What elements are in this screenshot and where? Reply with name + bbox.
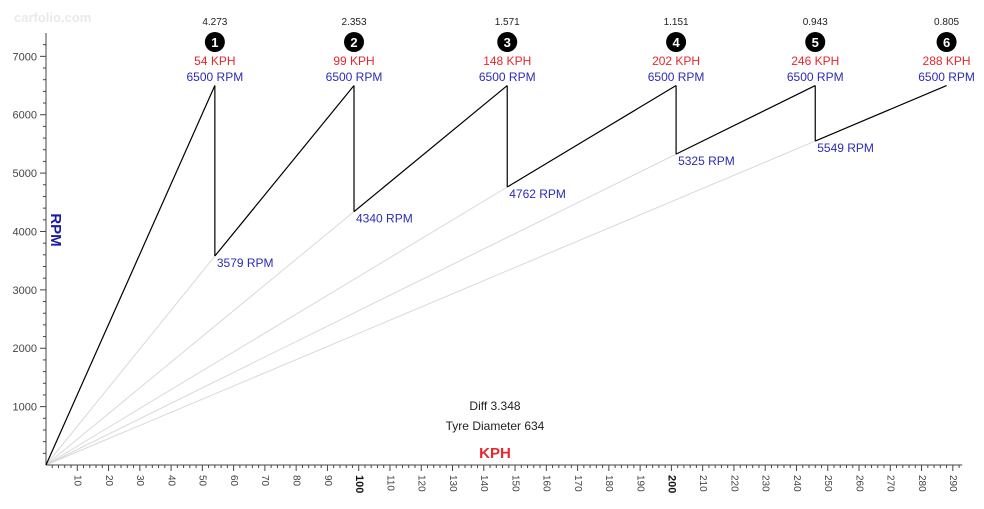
gear-number-label: 2: [350, 35, 357, 50]
shift-drop-label: 5325 RPM: [678, 154, 735, 168]
x-tick-label: 220: [728, 475, 739, 492]
watermark-logo: carfolio.com: [14, 10, 92, 25]
gear-line: [675, 84, 816, 155]
x-tick-label: 10: [72, 475, 83, 487]
guide-line: [45, 140, 816, 466]
shift-drop-label: 4340 RPM: [356, 212, 413, 226]
y-tick-label: 2000: [13, 343, 37, 355]
x-tick-label: 260: [853, 475, 864, 492]
guide-line: [45, 255, 216, 466]
gear-number-badge: [344, 32, 365, 52]
gear-rpm-label: 6500 RPM: [479, 70, 536, 84]
x-tick-label: 40: [165, 475, 176, 487]
x-tick-label: 250: [822, 475, 833, 492]
x-tick-label: 240: [791, 475, 802, 492]
x-tick-label: 210: [697, 475, 708, 492]
gear-speed-label: 99 KPH: [333, 54, 374, 68]
gear-rpm-label: 6500 RPM: [326, 70, 383, 84]
x-tick-label: 50: [197, 475, 208, 487]
gear-speed-label: 288 KPH: [923, 54, 971, 68]
gear-ratio-label: 0.805: [934, 17, 959, 28]
x-tick-label: 290: [947, 475, 958, 492]
x-tick-label: 280: [916, 475, 927, 492]
x-tick-label: 270: [885, 475, 896, 492]
gear-number-badge: [497, 32, 518, 52]
x-tick-label: 70: [259, 475, 270, 487]
gear-rpm-label: 6500 RPM: [648, 70, 705, 84]
shift-drop-label: 4762 RPM: [509, 187, 566, 201]
guide-line: [45, 153, 677, 466]
x-tick-label: 160: [541, 475, 552, 492]
gear-line: [815, 84, 947, 142]
x-tick-label: 190: [634, 475, 645, 492]
gear-ratio-label: 1.571: [495, 17, 520, 28]
gear-rpm-label: 6500 RPM: [787, 70, 844, 84]
x-tick-label: 180: [603, 475, 614, 492]
gear-number-badge: [666, 32, 687, 52]
x-tick-label: 150: [509, 475, 520, 492]
y-tick-label: 1000: [13, 402, 37, 414]
x-tick-label: 130: [447, 475, 458, 492]
gear-number-label: 1: [211, 35, 218, 50]
x-tick-label: 230: [760, 475, 771, 492]
gear-number-badge: [204, 32, 225, 52]
y-tick-label: 6000: [13, 110, 37, 122]
gear-ratio-label: 2.353: [341, 17, 366, 28]
y-tick-label: 5000: [13, 168, 37, 180]
x-tick-label: 30: [134, 475, 145, 487]
guide-lines: [45, 140, 816, 466]
gear-rpm-label: 6500 RPM: [187, 70, 244, 84]
x-tick-label: 110: [384, 475, 395, 491]
gear-line: [214, 85, 355, 257]
shift-drop-label: 5549 RPM: [817, 141, 874, 155]
gear-line: [353, 85, 508, 213]
y-tick-label: 4000: [13, 226, 37, 238]
gear-lines: [45, 84, 947, 466]
gear-speed-label: 148 KPH: [483, 54, 531, 68]
x-tick-label: 100: [353, 475, 365, 493]
x-tick-label: 80: [291, 475, 302, 487]
x-tick-label: 200: [665, 475, 677, 493]
gear-number-label: 5: [812, 35, 819, 50]
x-tick-label: 120: [416, 475, 427, 492]
gear-line: [506, 85, 677, 188]
gear-speed-label: 246 KPH: [791, 54, 839, 68]
diff-label: Diff 3.348: [469, 399, 520, 413]
shift-drop-label: 3579 RPM: [217, 256, 274, 270]
x-tick-label: 140: [478, 475, 489, 492]
gear-line: [45, 85, 216, 466]
gear-speed-label: 54 KPH: [194, 54, 235, 68]
gear-rpm-label: 6500 RPM: [918, 70, 975, 84]
y-tick-label: 3000: [13, 285, 37, 297]
axes: 10 20 30 40 50 60 70 80 90 100 110 120 130 140 150 160 1…: [13, 32, 963, 493]
gear-ratio-label: 4.273: [202, 17, 227, 28]
gear-ratio-label: 0.943: [803, 17, 828, 28]
guide-line: [45, 211, 355, 466]
gear-labels: 4.273 1 54 KPH 6500 RPM 2.353 2 99 KPH 6500 RPM…: [187, 17, 975, 270]
x-axis-title: KPH: [479, 445, 511, 462]
y-axis-title: RPM: [47, 213, 64, 246]
gear-number-badge: [936, 32, 957, 52]
x-tick-label: 20: [103, 475, 114, 487]
gear-ratio-label: 1.151: [664, 17, 689, 28]
gear-number-badge: [805, 32, 826, 52]
x-tick-label: 60: [228, 475, 239, 487]
gear-number-label: 6: [943, 35, 950, 50]
gear-number-label: 4: [672, 35, 680, 50]
gear-speed-label: 202 KPH: [652, 54, 700, 68]
x-tick-label: 170: [572, 475, 583, 492]
x-tick-label: 90: [322, 475, 333, 487]
gear-number-label: 3: [504, 35, 511, 50]
tyre-label: Tyre Diameter 634: [446, 419, 545, 433]
y-tick-label: 7000: [13, 51, 37, 63]
guide-line: [45, 186, 508, 466]
